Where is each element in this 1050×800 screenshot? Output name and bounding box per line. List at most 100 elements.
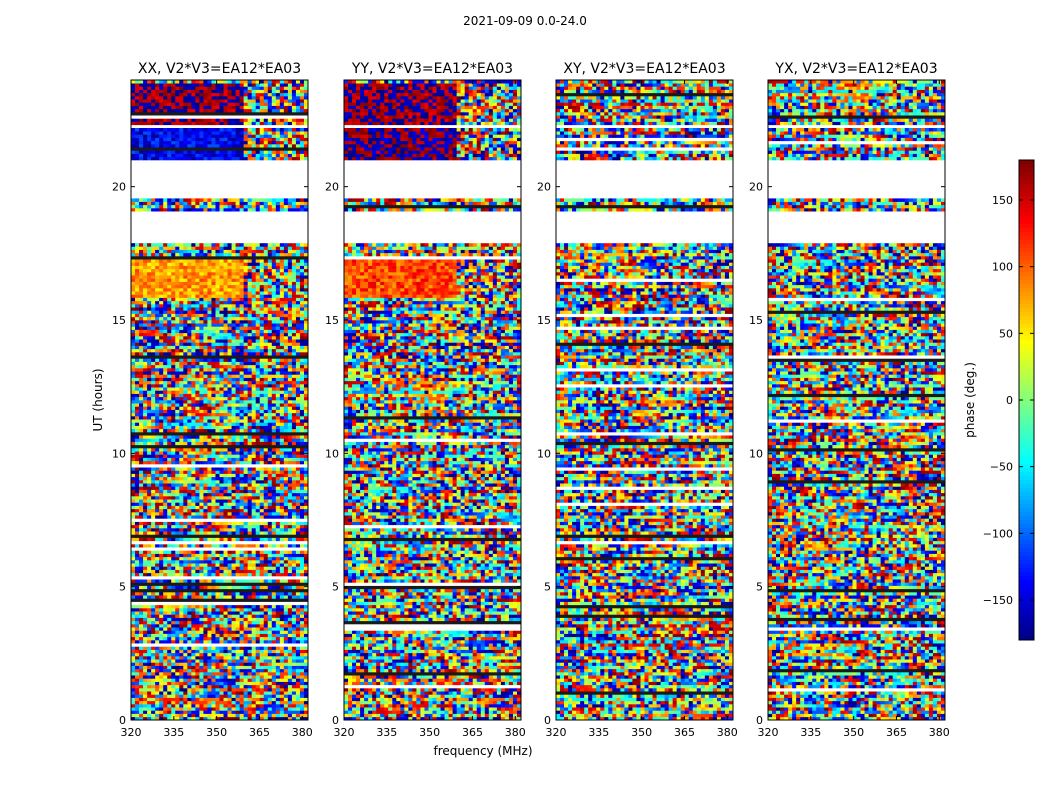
heatmap-cell: [175, 566, 180, 570]
heatmap-cell: [243, 579, 249, 583]
heatmap-cell: [207, 371, 212, 375]
heatmap-cell: [243, 512, 249, 516]
heatmap-cell: [251, 617, 257, 622]
heatmap-cell: [211, 425, 216, 430]
heatmap-cell: [295, 681, 301, 686]
heatmap-cell: [267, 329, 273, 334]
heatmap-cell: [171, 521, 176, 526]
heatmap-cell: [163, 694, 168, 698]
heatmap-cell: [171, 499, 176, 503]
heatmap-cell: [203, 368, 208, 372]
heatmap-cell: [239, 332, 245, 337]
heatmap-cell: [139, 323, 144, 327]
heatmap-cell: [131, 716, 136, 720]
heatmap-cell: [271, 556, 277, 561]
heatmap-cell: [299, 486, 305, 490]
heatmap-cell: [279, 483, 285, 487]
heatmap-cell: [191, 329, 196, 334]
heatmap-cell: [203, 323, 208, 327]
heatmap-cell: [267, 352, 273, 356]
heatmap-cell: [275, 713, 281, 718]
heatmap-cell: [251, 457, 257, 462]
heatmap-cell: [227, 627, 232, 631]
heatmap-cell: [231, 665, 236, 670]
heatmap-cell: [195, 320, 200, 324]
heatmap-cell: [163, 649, 168, 654]
heatmap-cell: [155, 716, 160, 720]
heatmap-cell: [251, 396, 257, 401]
heatmap-cell: [163, 329, 168, 334]
heatmap-cell: [199, 358, 204, 362]
heatmap-cell: [247, 620, 253, 625]
heatmap-cell: [151, 400, 156, 404]
heatmap-cell: [231, 387, 236, 391]
heatmap-cell: [139, 492, 144, 497]
heatmap-cell: [183, 688, 188, 692]
heatmap-cell: [283, 476, 289, 481]
heatmap-cell: [223, 662, 228, 666]
heatmap-cell: [227, 528, 232, 532]
heatmap-cell: [239, 566, 245, 570]
heatmap-cell: [263, 604, 269, 609]
heatmap-cell: [147, 556, 152, 561]
heatmap-cell: [159, 553, 164, 558]
heatmap-cell: [151, 320, 156, 324]
heatmap-cell: [223, 486, 228, 490]
heatmap-cell: [175, 544, 180, 548]
heatmap-cell: [203, 358, 208, 362]
heatmap-cell: [199, 326, 204, 330]
heatmap-cell: [239, 361, 245, 366]
heatmap-cell: [199, 435, 204, 439]
heatmap-cell: [223, 489, 228, 494]
heatmap-cell: [199, 611, 204, 615]
heatmap-cell: [163, 316, 168, 321]
heatmap-cell: [287, 339, 293, 343]
heatmap-cell: [295, 364, 301, 369]
heatmap-cell: [191, 502, 196, 506]
heatmap-cell: [267, 326, 273, 330]
heatmap-cell: [167, 428, 172, 433]
heatmap-cell: [263, 624, 269, 628]
heatmap-cell: [243, 700, 249, 705]
heatmap-cell: [303, 707, 308, 711]
heatmap-cell: [283, 454, 289, 458]
heatmap-cell: [291, 608, 297, 612]
heatmap-cell: [203, 396, 208, 401]
heatmap-cell: [187, 537, 192, 542]
heatmap-cell: [283, 323, 289, 327]
heatmap-cell: [167, 550, 172, 554]
heatmap-cell: [275, 585, 281, 590]
heatmap-cell: [255, 387, 261, 391]
heatmap-cell: [151, 569, 156, 574]
heatmap-cell: [287, 425, 293, 430]
heatmap-cell: [207, 537, 212, 542]
heatmap-cell: [131, 544, 136, 548]
heatmap-cell: [287, 624, 293, 628]
heatmap-cell: [259, 611, 265, 615]
heatmap-cell: [183, 566, 188, 570]
heatmap-cell: [263, 684, 269, 689]
heatmap-cell: [259, 316, 265, 321]
heatmap-cell: [239, 684, 245, 689]
heatmap-cell: [299, 342, 305, 346]
heatmap-cell: [175, 352, 180, 356]
heatmap-cell: [135, 371, 140, 375]
heatmap-cell: [191, 572, 196, 577]
heatmap-cell: [211, 496, 216, 500]
heatmap-cell: [239, 563, 245, 567]
heatmap-cell: [263, 579, 269, 583]
heatmap-cell: [251, 694, 257, 698]
heatmap-cell: [271, 566, 277, 570]
heatmap-cell: [219, 483, 224, 487]
heatmap-cell: [287, 457, 293, 462]
heatmap-cell: [303, 473, 308, 478]
heatmap-cell: [223, 409, 228, 414]
heatmap-cell: [167, 608, 172, 612]
heatmap-cell: [175, 528, 180, 532]
heatmap-cell: [227, 611, 232, 615]
heatmap-cell: [283, 467, 289, 471]
heatmap-cell: [243, 656, 249, 660]
heatmap-cell: [139, 649, 144, 654]
heatmap-cell: [271, 323, 277, 327]
heatmap-cell: [195, 409, 200, 414]
